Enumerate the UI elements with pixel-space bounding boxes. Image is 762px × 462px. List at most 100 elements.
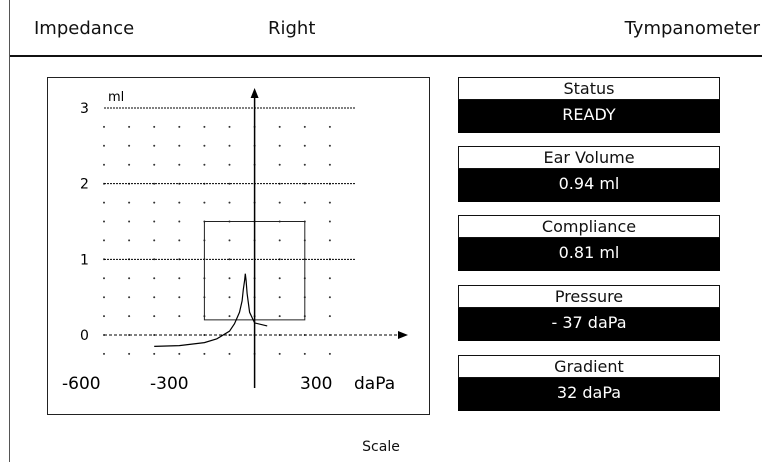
grid-dot [153, 144, 156, 147]
grid-dots [103, 125, 331, 355]
ear-volume-panel: Ear Volume 0.94 ml [458, 146, 720, 202]
ear-side-label: Right [268, 18, 316, 39]
header-bar: Impedance Right Tympanometer [10, 0, 762, 56]
frame-left-border [9, 0, 10, 462]
grid-dot [153, 352, 156, 355]
grid-dot [128, 296, 131, 299]
grid-dot [328, 125, 331, 128]
grid-dot [178, 296, 181, 299]
grid-dot [228, 163, 231, 166]
grid-dot [328, 352, 331, 355]
grid-dot [103, 296, 105, 299]
y-tick-label: 1 [80, 252, 89, 268]
grid-dot [128, 163, 131, 166]
y-axis-arrow [250, 88, 259, 98]
grid-dot [178, 125, 181, 128]
grid-dot [203, 144, 206, 147]
grid-dot [328, 163, 331, 166]
grid-dot [178, 201, 181, 204]
grid-dot [303, 144, 306, 147]
grid-dot [228, 125, 231, 128]
grid-dot [303, 201, 306, 204]
tympanogram-plot: ml 0 1 2 3 -600 -300 300 daPa [62, 88, 408, 394]
grid-dot [103, 277, 105, 280]
grid-dot [203, 163, 206, 166]
status-label: Status [458, 77, 720, 100]
grid-dot [128, 277, 131, 280]
gradient-value: 32 daPa [458, 378, 720, 411]
grid-dot [128, 239, 131, 242]
grid-dot [178, 220, 181, 223]
tympanogram-curve [154, 273, 268, 347]
ear-volume-label: Ear Volume [458, 146, 720, 169]
grid-dot [278, 352, 281, 355]
grid-dot [228, 201, 231, 204]
ear-volume-value: 0.94 ml [458, 169, 720, 202]
pressure-label: Pressure [458, 285, 720, 308]
grid-dot [178, 144, 181, 147]
grid-dot [128, 201, 131, 204]
grid-dot [328, 201, 331, 204]
x-tick-label: 300 [300, 374, 332, 394]
grid-dot [328, 277, 331, 280]
grid-dot [228, 315, 231, 318]
grid-dot [128, 144, 131, 147]
x-axis-unit-label: daPa [354, 374, 395, 394]
grid-dot [178, 352, 181, 355]
grid-dot [103, 163, 105, 166]
grid-dot [228, 144, 231, 147]
mode-label: Impedance [34, 18, 135, 39]
grid-dot [153, 239, 156, 242]
grid-dot [103, 201, 105, 204]
pressure-value: - 37 daPa [458, 308, 720, 341]
grid-dot [303, 125, 306, 128]
y-tick-label: 3 [80, 101, 89, 117]
grid-dot [103, 220, 105, 223]
grid-dot [153, 220, 156, 223]
grid-dot [303, 352, 306, 355]
grid-dot [178, 239, 181, 242]
grid-dot [203, 201, 206, 204]
grid-dot [178, 315, 181, 318]
grid-dot [103, 125, 105, 128]
grid-dot [178, 163, 181, 166]
grid-dot [278, 125, 281, 128]
grid-dot [328, 220, 331, 223]
grid-dot [103, 315, 105, 318]
compliance-value: 0.81 ml [458, 238, 720, 271]
grid-dot [278, 315, 281, 318]
y-axis-unit-label: ml [108, 90, 124, 105]
grid-dot [178, 277, 181, 280]
grid-dot [153, 163, 156, 166]
gradient-label: Gradient [458, 355, 720, 378]
grid-dot [278, 163, 281, 166]
grid-dot [128, 315, 131, 318]
grid-dot [203, 352, 206, 355]
pressure-panel: Pressure - 37 daPa [458, 285, 720, 341]
grid-dot [303, 163, 306, 166]
scale-button[interactable]: Scale [362, 439, 400, 455]
grid-dot [278, 296, 281, 299]
grid-dot [278, 277, 281, 280]
grid-dot [153, 277, 156, 280]
grid-dot [153, 315, 156, 318]
grid-dot [228, 296, 231, 299]
grid-dot [203, 125, 206, 128]
tympanogram-chart: ml 0 1 2 3 -600 -300 300 daPa [47, 77, 430, 415]
x-axis-arrow [398, 331, 408, 339]
grid-dot [128, 352, 131, 355]
grid-dot [328, 144, 331, 147]
grid-dot [228, 352, 231, 355]
grid-dot [103, 144, 105, 147]
status-value: READY [458, 100, 720, 133]
compliance-label: Compliance [458, 215, 720, 238]
header-divider [10, 55, 762, 57]
y-tick-label: 2 [80, 177, 89, 193]
grid-dot [103, 239, 105, 242]
status-panel: Status READY [458, 77, 720, 133]
grid-dot [153, 125, 156, 128]
gradient-panel: Gradient 32 daPa [458, 355, 720, 411]
grid-dot [228, 239, 231, 242]
x-tick-label: -600 [62, 374, 101, 394]
grid-dot [328, 315, 331, 318]
